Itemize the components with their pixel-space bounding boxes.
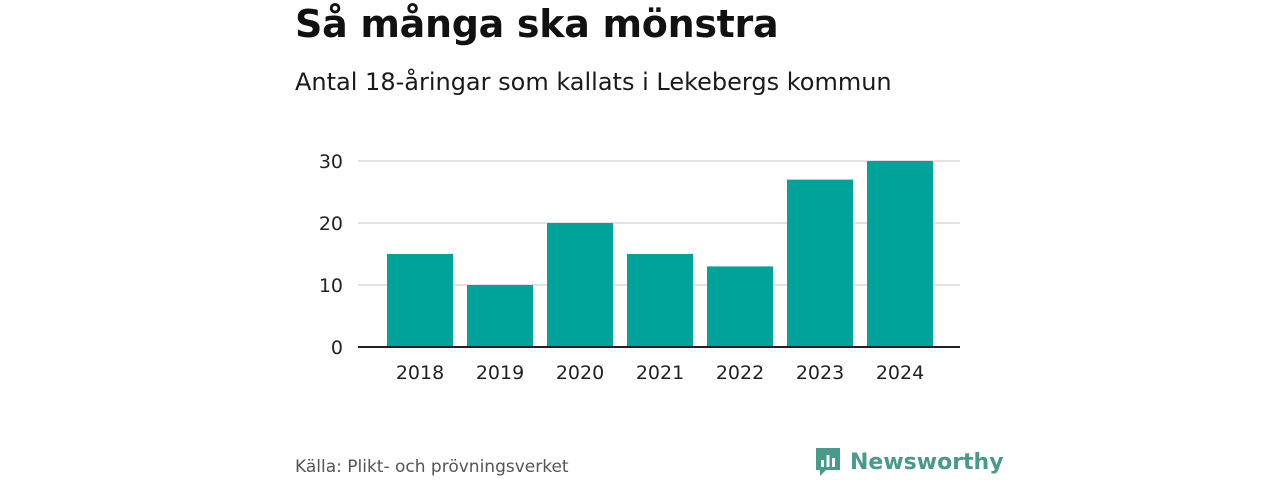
x-tick-label: 2021 bbox=[636, 362, 684, 384]
bar bbox=[707, 266, 773, 347]
x-tick-label: 2024 bbox=[876, 362, 924, 384]
x-tick-label: 2019 bbox=[476, 362, 524, 384]
bar bbox=[787, 179, 853, 347]
x-tick-label: 2022 bbox=[716, 362, 764, 384]
bar bbox=[547, 223, 613, 347]
x-tick-label: 2023 bbox=[796, 362, 844, 384]
source-note: Källa: Plikt- och prövningsverket bbox=[295, 457, 569, 477]
chart-subtitle: Antal 18-åringar som kallats i Lekebergs… bbox=[295, 68, 892, 96]
brand-name: Newsworthy bbox=[850, 449, 1004, 475]
x-tick-label: 2018 bbox=[396, 362, 444, 384]
y-tick-label: 0 bbox=[331, 337, 343, 359]
newsworthy-logo[interactable]: Newsworthy bbox=[814, 446, 1004, 478]
newsworthy-logo-icon bbox=[816, 448, 840, 476]
bar bbox=[867, 161, 933, 347]
x-tick-label: 2020 bbox=[556, 362, 604, 384]
y-tick-label: 30 bbox=[319, 151, 343, 173]
y-tick-label: 10 bbox=[319, 275, 343, 297]
y-tick-label: 20 bbox=[319, 213, 343, 235]
chart-title: Så många ska mönstra bbox=[295, 2, 779, 46]
bar bbox=[627, 254, 693, 347]
bar bbox=[467, 285, 533, 347]
bar bbox=[387, 254, 453, 347]
